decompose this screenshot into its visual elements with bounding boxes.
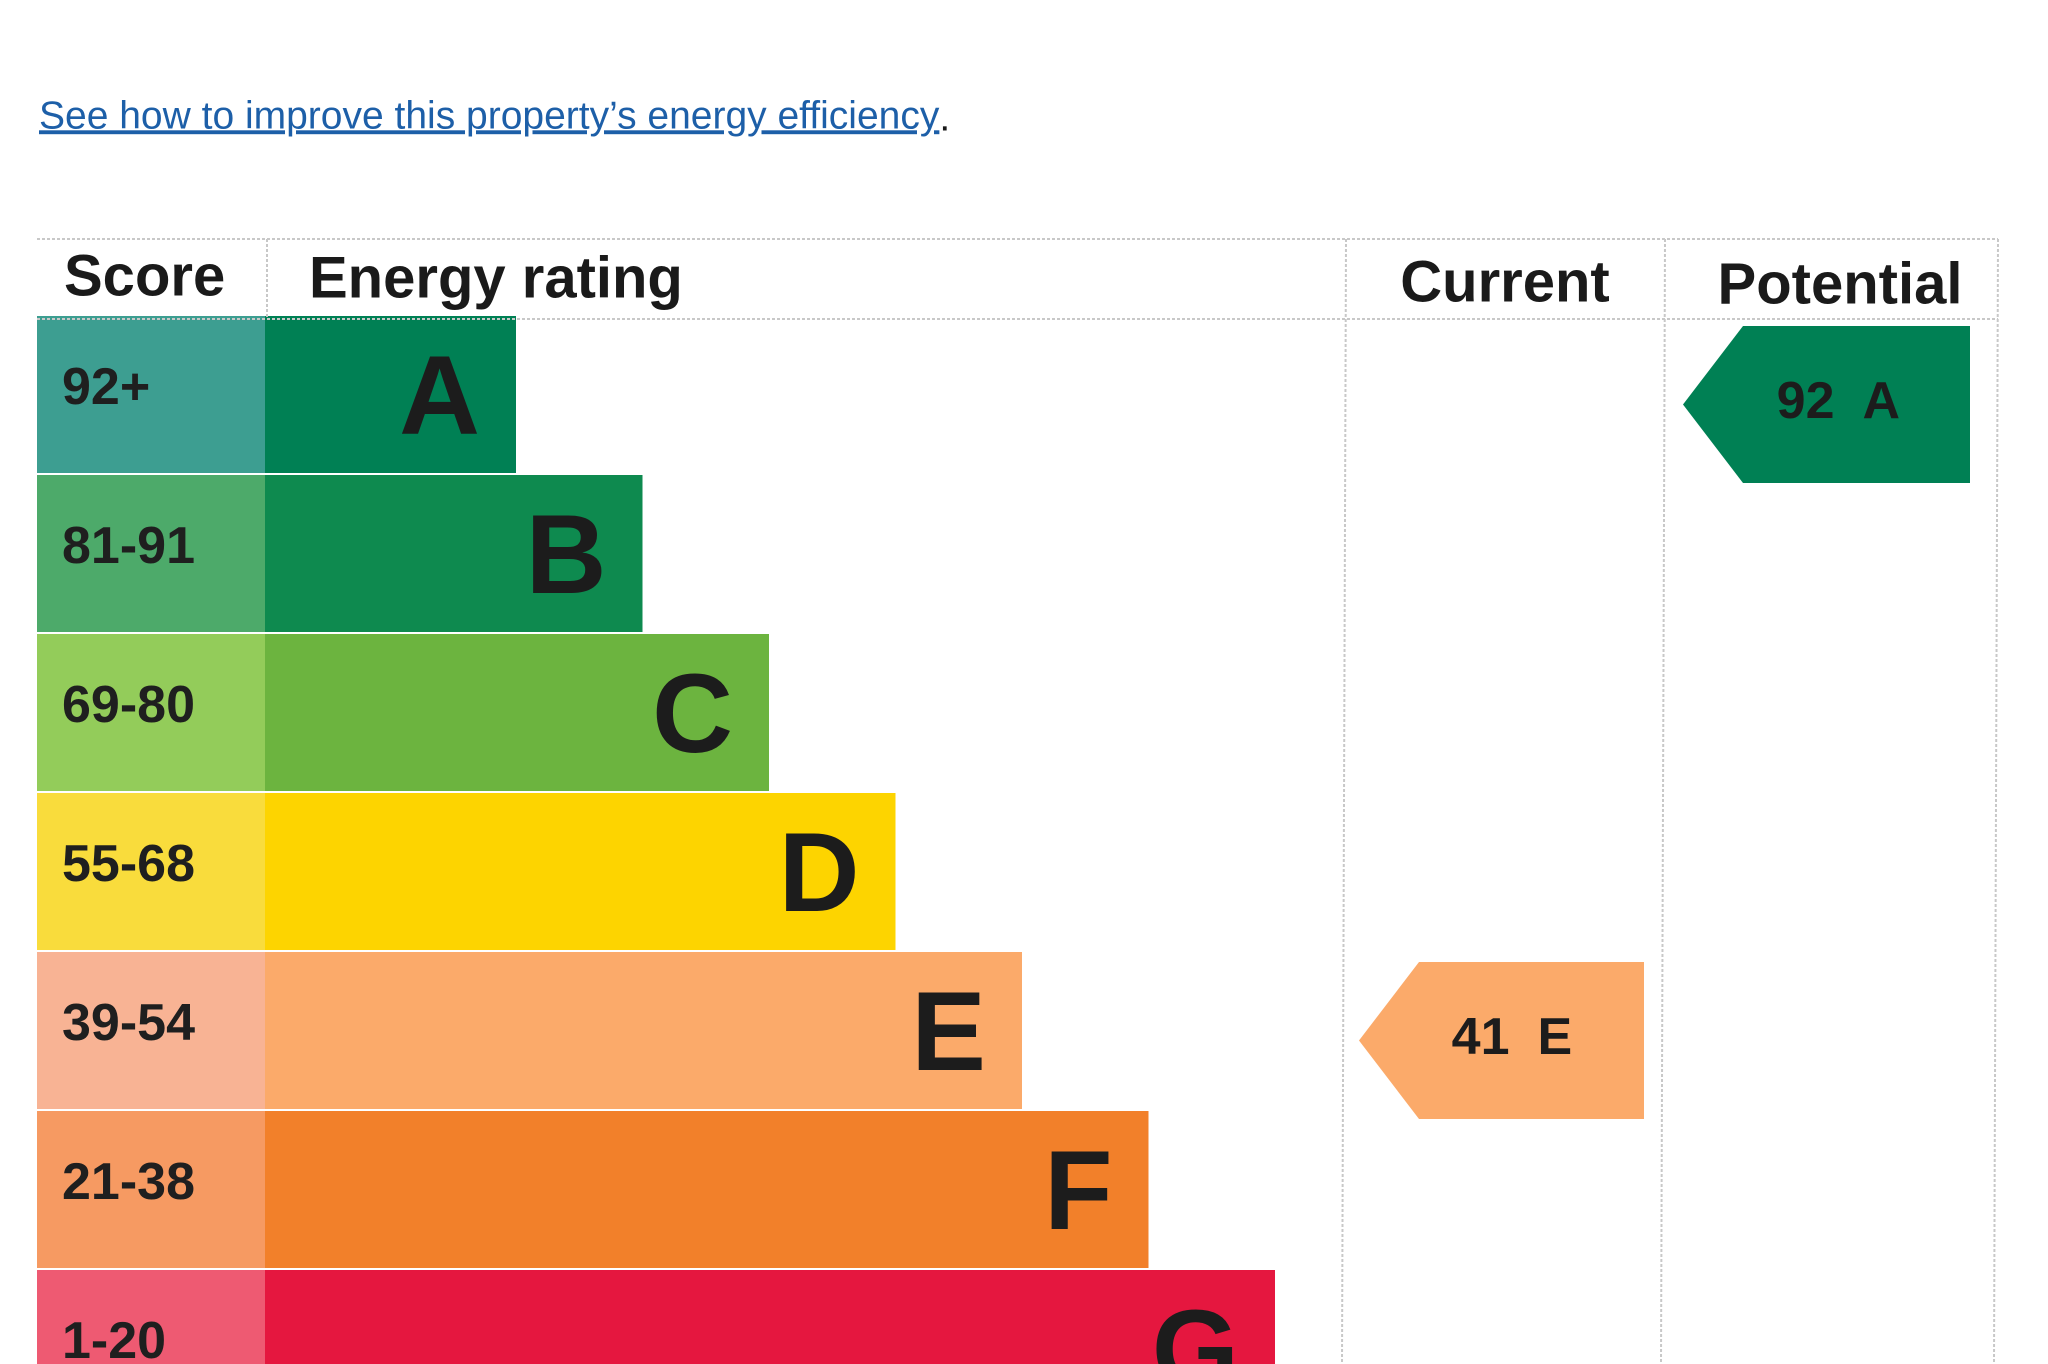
band-letter: F [1044, 1128, 1112, 1253]
score-cell [37, 316, 267, 473]
rating-bar [265, 475, 643, 632]
column-separator [1660, 238, 1666, 1364]
score-cell [37, 952, 267, 1109]
score-cell [37, 1270, 267, 1364]
rating-bar [265, 952, 1022, 1109]
current-arrow [1359, 962, 1644, 1119]
score-range: 55-68 [62, 835, 195, 893]
score-cell [37, 634, 267, 791]
band-letter: D [779, 810, 860, 935]
score-range: 92+ [62, 358, 150, 416]
band-letter: E [911, 969, 986, 1094]
score-range: 39-54 [62, 994, 195, 1052]
rating-bar [265, 1270, 1275, 1364]
current-band: E [1538, 1008, 1573, 1066]
column-separator [1341, 238, 1347, 1364]
improve-link[interactable]: See how to improve this property’s energ… [39, 94, 940, 137]
potential-score: 92 [1777, 372, 1835, 430]
rating-bar [265, 316, 516, 473]
score-range: 1-20 [62, 1312, 166, 1364]
score-cell [37, 793, 267, 950]
rating-bar [265, 634, 769, 791]
score-range: 81-91 [62, 517, 195, 575]
header-rating: Energy rating [309, 245, 683, 310]
header-score: Score [64, 243, 225, 308]
link-suffix: . [939, 96, 950, 139]
potential-arrow [1683, 326, 1970, 483]
current-score: 41 [1452, 1008, 1510, 1066]
header-potential: Potential [1718, 251, 1963, 316]
potential-band: A [1863, 372, 1901, 430]
band-letter: C [652, 651, 733, 776]
header-current: Current [1400, 249, 1609, 314]
score-range: 21-38 [62, 1153, 195, 1211]
score-cell [37, 1111, 267, 1268]
rating-bar [265, 793, 896, 950]
score-cell [37, 475, 267, 632]
band-letter: A [399, 333, 480, 458]
score-range: 69-80 [62, 676, 195, 734]
band-letter: G [1152, 1287, 1239, 1364]
table-right-border [1993, 238, 1999, 1364]
band-letter: B [526, 492, 607, 617]
rating-bar [265, 1111, 1149, 1268]
